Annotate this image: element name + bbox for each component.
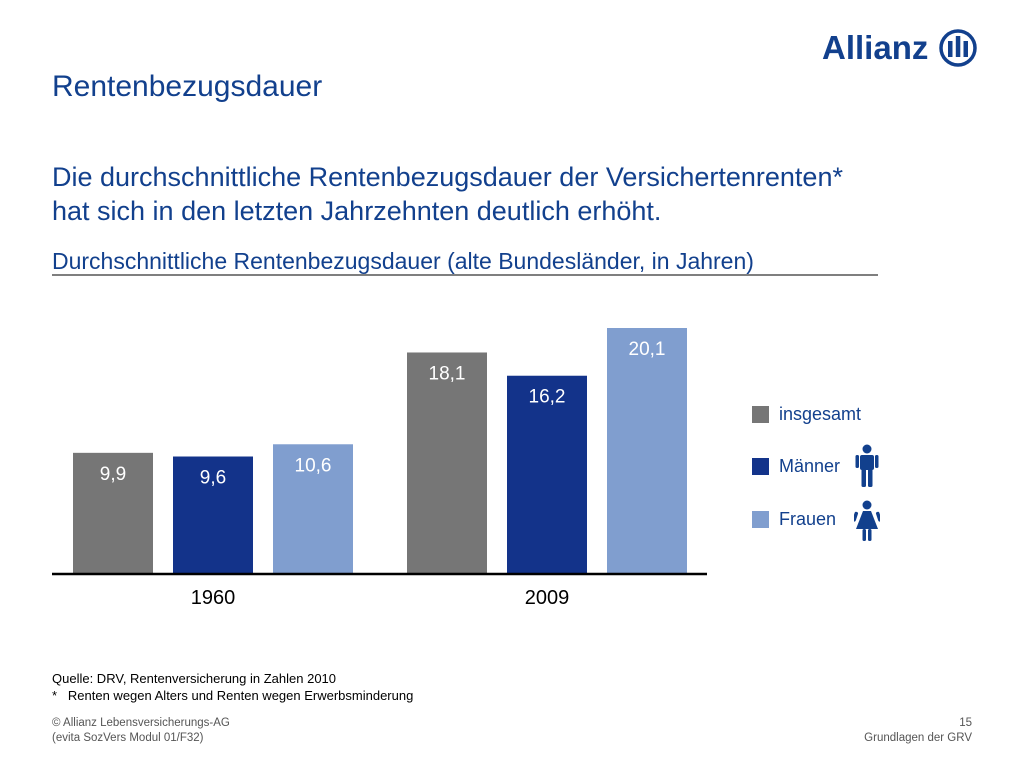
logo-wordmark: Allianz <box>822 29 929 66</box>
legend-swatch-frauen <box>752 511 769 528</box>
data-label-Männer-1960: 9,6 <box>200 468 226 489</box>
source-line: Quelle: DRV, Rentenversicherung in Zahle… <box>52 671 337 686</box>
slide-title: Rentenbezugsdauer <box>52 70 323 103</box>
legend-swatch-insgesamt <box>752 406 769 423</box>
legend-label-insgesamt: insgesamt <box>779 404 862 424</box>
title-divider <box>52 274 878 276</box>
source-notes: Quelle: DRV, Rentenversicherung in Zahle… <box>52 670 413 704</box>
footer-left: © Allianz Lebensversicherungs-AG (evita … <box>52 716 230 746</box>
woman-icon <box>854 500 880 541</box>
headline-line-2: hat sich in den letzten Jahrzehnten deut… <box>52 196 662 226</box>
legend-item-maenner: Männer <box>752 456 840 477</box>
x-tick-2009: 2009 <box>525 587 570 609</box>
data-label-Männer-2009: 16,2 <box>529 387 566 408</box>
man-icon <box>855 444 879 487</box>
footer-right: 15 Grundlagen der GRV <box>864 716 972 746</box>
slide-headline: Die durchschnittliche Rentenbezugsdauer … <box>52 160 932 228</box>
data-label-insgesamt-1960: 9,9 <box>100 464 126 485</box>
data-label-insgesamt-2009: 18,1 <box>429 363 466 384</box>
headline-line-1: Die durchschnittliche Rentenbezugsdauer … <box>52 162 843 192</box>
legend-item-frauen: Frauen <box>752 509 836 530</box>
x-tick-1960: 1960 <box>191 587 236 609</box>
footer-copyright: © Allianz Lebensversicherungs-AG <box>52 717 230 729</box>
page-number: 15 <box>959 717 972 729</box>
allianz-eagle-icon <box>939 29 978 67</box>
bar-Frauen-2009 <box>607 328 687 574</box>
legend-item-insgesamt: insgesamt <box>752 404 861 425</box>
legend-label-frauen: Frauen <box>779 509 837 529</box>
legend-label-maenner: Männer <box>779 456 841 476</box>
footer-module: (evita SozVers Modul 01/F32) <box>52 732 204 744</box>
footnote-line: * Renten wegen Alters und Renten wegen E… <box>52 688 414 703</box>
bar-insgesamt-2009 <box>407 352 487 574</box>
allianz-logo: Allianz <box>822 28 978 68</box>
legend-swatch-maenner <box>752 458 769 475</box>
chart-title: Durchschnittliche Rentenbezugsdauer (alt… <box>52 248 754 274</box>
data-label-Frauen-1960: 10,6 <box>295 455 332 476</box>
bar-Männer-1960 <box>173 456 253 574</box>
bar-Frauen-1960 <box>273 444 353 574</box>
bar-insgesamt-1960 <box>73 452 153 574</box>
bar-Männer-2009 <box>507 375 587 574</box>
footer-section: Grundlagen der GRV <box>864 732 972 744</box>
data-label-Frauen-2009: 20,1 <box>629 339 666 360</box>
